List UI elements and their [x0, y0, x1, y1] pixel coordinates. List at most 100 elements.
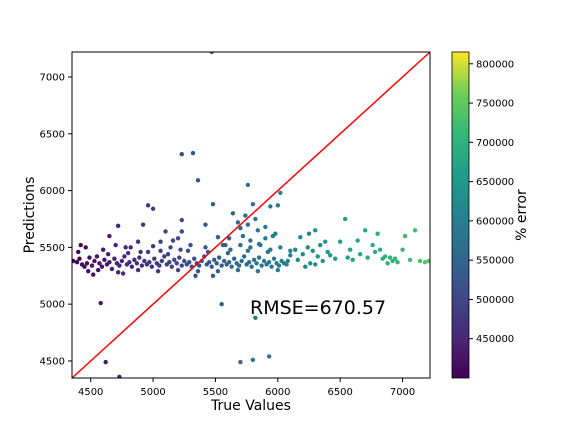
data-point [178, 247, 183, 252]
data-point [150, 244, 156, 249]
data-point [325, 249, 330, 255]
data-point [251, 257, 257, 263]
data-point [238, 242, 243, 248]
data-point [246, 259, 252, 265]
data-point [221, 258, 227, 264]
data-point [168, 245, 173, 250]
data-point [223, 242, 228, 248]
data-point [229, 264, 234, 269]
data-point [241, 254, 247, 259]
colorbar-tick-label: 700000 [476, 138, 514, 149]
data-point [203, 222, 208, 227]
data-point [94, 254, 100, 259]
data-point [245, 182, 251, 188]
colorbar-axis: 450000 500000 550000 600000 650000 700000 7500… [469, 59, 514, 345]
data-point [250, 357, 256, 363]
data-point [105, 251, 111, 257]
data-point [193, 273, 198, 278]
data-point [112, 256, 117, 261]
data-point [72, 258, 76, 264]
data-point [158, 248, 163, 253]
data-point [157, 263, 162, 268]
data-point [275, 267, 281, 273]
data-point [92, 258, 97, 264]
data-point [140, 222, 146, 227]
data-point [300, 251, 305, 257]
data-point [254, 261, 259, 266]
rmse-annotation: RMSE=670.57 [250, 297, 386, 319]
data-point [285, 258, 290, 264]
data-point [417, 258, 423, 264]
data-point [145, 249, 151, 255]
colorbar-tick-label: 500000 [476, 295, 514, 306]
data-point [82, 264, 87, 269]
data-point [372, 249, 378, 255]
data-point [230, 211, 236, 216]
data-point [382, 254, 388, 259]
y-axis-label: Predictions [22, 177, 38, 254]
data-point [152, 256, 157, 261]
data-point [179, 217, 184, 223]
data-point [318, 242, 323, 248]
data-point [305, 245, 310, 250]
y-tick-label: 6000 [40, 186, 65, 197]
data-point [102, 257, 107, 263]
data-point [407, 257, 413, 263]
data-point [179, 152, 184, 157]
data-point [355, 238, 360, 243]
data-point [212, 257, 217, 263]
y-tick-label: 5000 [40, 300, 65, 311]
data-point [259, 263, 264, 268]
data-point [323, 239, 328, 244]
colorbar-label: % error [514, 189, 530, 241]
colorbar-tick-label: 750000 [476, 99, 514, 110]
data-point [76, 249, 81, 255]
x-tick-label: 6000 [265, 387, 290, 398]
data-point [195, 178, 201, 183]
data-point [169, 264, 174, 269]
colorbar-tick-label: 650000 [476, 177, 514, 188]
data-point [422, 259, 428, 265]
data-point [226, 259, 232, 265]
x-tick-label: 5000 [140, 387, 165, 398]
data-point [172, 257, 177, 263]
x-axis: 4500 5000 5500 6000 6500 7000 [78, 378, 415, 398]
data-point [412, 228, 418, 233]
data-point [313, 262, 318, 267]
data-point [91, 272, 96, 277]
data-point [177, 255, 182, 260]
data-point [278, 245, 283, 250]
data-point [175, 236, 181, 241]
data-point [117, 263, 122, 268]
data-point [210, 273, 216, 278]
data-point [255, 269, 261, 274]
data-point [119, 258, 125, 264]
data-point [109, 266, 115, 272]
data-point [219, 263, 224, 268]
data-point [240, 233, 246, 239]
data-point [345, 255, 350, 260]
data-point [214, 261, 219, 266]
data-point [342, 216, 348, 222]
data-point [103, 359, 108, 365]
data-point [365, 255, 370, 260]
data-point [145, 203, 151, 208]
data-point [139, 263, 145, 268]
data-point [245, 248, 251, 253]
data-point [295, 257, 300, 263]
data-point [174, 261, 179, 266]
data-point [216, 255, 222, 260]
data-point [125, 250, 131, 256]
data-point [138, 249, 143, 255]
y-tick-label: 7000 [40, 72, 65, 83]
data-point [179, 229, 184, 234]
data-point [387, 255, 393, 260]
data-point [99, 264, 105, 269]
data-point [107, 259, 112, 265]
data-point [347, 247, 353, 252]
data-point [188, 242, 193, 248]
data-point [74, 259, 80, 265]
data-point [203, 245, 208, 250]
data-point [288, 253, 293, 258]
data-point [190, 150, 196, 156]
